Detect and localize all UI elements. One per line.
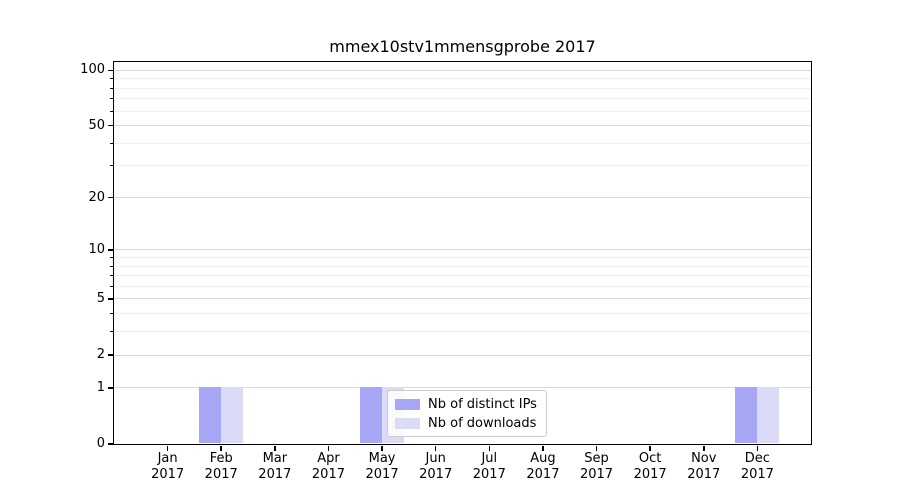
x-tick-label: Jan 2017: [151, 451, 185, 482]
gridline-minor: [113, 98, 811, 100]
y-minor-tick: [109, 313, 113, 315]
gridline-minor: [113, 285, 811, 287]
x-tick-label: Dec 2017: [740, 451, 774, 482]
x-tick-label: May 2017: [365, 451, 399, 482]
x-tick: [756, 445, 759, 451]
bar-distinct-ips-may: [359, 387, 382, 444]
gridline-minor: [113, 110, 811, 112]
plot-area: [112, 60, 812, 445]
gridline-major: [113, 125, 811, 127]
gridline-major: [113, 249, 811, 251]
gridline-minor: [113, 165, 811, 167]
legend-label: Nb of downloads: [428, 415, 537, 431]
x-tick: [166, 445, 169, 451]
y-minor-tick: [109, 265, 113, 267]
gridline-minor: [113, 87, 811, 89]
gridline-major: [113, 387, 811, 389]
x-tick: [703, 445, 705, 451]
x-tick-label: Jun 2017: [419, 451, 453, 482]
x-tick-label: Oct 2017: [633, 451, 667, 482]
x-tick: [595, 445, 598, 451]
y-minor-tick: [109, 78, 113, 80]
gridline-major: [113, 69, 811, 71]
legend-item-distinct-ips: Nb of distinct IPs: [395, 396, 537, 412]
y-tick-label: 50: [88, 117, 105, 133]
x-tick-label: Feb 2017: [204, 451, 238, 482]
x-tick: [381, 445, 383, 451]
y-minor-tick: [109, 87, 113, 89]
y-minor-tick: [109, 257, 113, 259]
gridline-minor: [113, 331, 811, 333]
bar-downloads-dec: [756, 387, 779, 444]
x-tick-label: Nov 2017: [687, 451, 721, 482]
y-tick-label: 100: [80, 62, 105, 78]
y-tick: [107, 124, 113, 127]
y-minor-tick: [109, 110, 113, 112]
y-tick-label: 5: [96, 290, 105, 306]
x-tick: [434, 445, 437, 451]
bar-distinct-ips-dec: [734, 387, 757, 444]
y-tick-label: 0: [96, 436, 105, 451]
y-tick-label: 2: [96, 347, 105, 363]
x-tick: [542, 445, 544, 451]
y-tick: [107, 69, 113, 72]
y-minor-tick: [109, 165, 113, 167]
gridline-major: [113, 298, 811, 300]
x-tick: [220, 445, 222, 451]
y-tick: [107, 354, 113, 356]
x-tick-label: Apr 2017: [311, 451, 345, 482]
y-tick: [107, 196, 113, 199]
gridline-minor: [113, 142, 811, 144]
legend: Nb of distinct IPs Nb of downloads: [387, 390, 547, 437]
x-tick: [274, 445, 276, 451]
y-tick-label: 1: [96, 379, 105, 395]
bar-distinct-ips-feb: [198, 387, 221, 444]
legend-swatch-distinct-ips: [395, 398, 420, 410]
x-tick-label: Aug 2017: [526, 451, 560, 482]
x-tick-label: Sep 2017: [579, 451, 614, 482]
gridline-minor: [113, 313, 811, 315]
gridline-major: [113, 197, 811, 199]
y-tick: [107, 249, 113, 251]
y-minor-tick: [109, 331, 113, 333]
x-tick-label: Mar 2017: [258, 451, 292, 482]
gridline-minor: [113, 275, 811, 277]
y-tick: [107, 387, 113, 389]
legend-item-downloads: Nb of downloads: [395, 415, 537, 431]
x-tick: [488, 445, 491, 451]
y-minor-tick: [109, 142, 113, 144]
bar-downloads-feb: [220, 387, 243, 444]
y-tick-label: 10: [88, 241, 105, 257]
gridline-minor: [113, 78, 811, 80]
y-minor-tick: [109, 285, 113, 287]
x-tick: [649, 445, 651, 451]
y-tick: [107, 443, 113, 445]
gridline-major: [113, 354, 811, 356]
gridline-minor: [113, 265, 811, 267]
gridline-minor: [113, 257, 811, 259]
legend-label: Nb of distinct IPs: [428, 396, 537, 412]
y-tick: [107, 298, 113, 300]
y-minor-tick: [109, 275, 113, 277]
y-tick-label: 20: [88, 189, 105, 205]
x-tick: [327, 445, 330, 451]
x-tick-label: Jul 2017: [472, 451, 506, 482]
legend-swatch-downloads: [395, 417, 420, 429]
y-minor-tick: [109, 98, 113, 100]
chart-title: mmex10stv1mmensgprobe 2017: [329, 37, 596, 56]
